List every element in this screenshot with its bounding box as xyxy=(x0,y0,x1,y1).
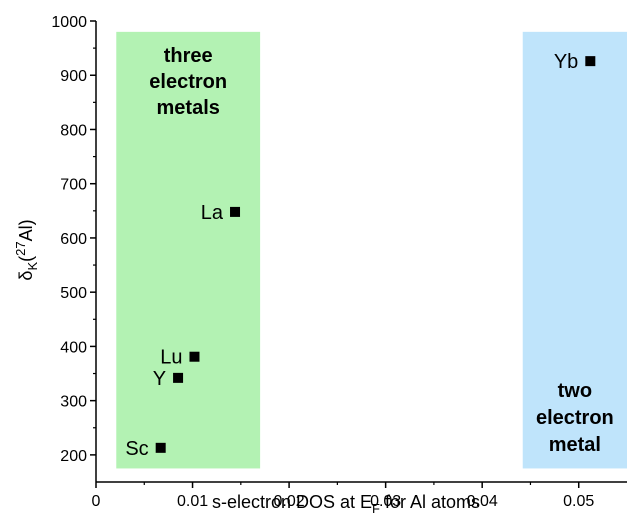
y-axis-title-sup: 27 xyxy=(13,241,28,255)
y-tick-label-1: 300 xyxy=(60,394,87,411)
x-tick-label-2: 0.02 xyxy=(274,493,305,510)
x-tick-label-3: 0.03 xyxy=(370,493,401,510)
y-axis-title-delta: δ xyxy=(16,271,36,281)
x-axis-title-rest: for Al atoms xyxy=(380,492,480,512)
axes-layer: 200 300 400 500 600 700 800 900 1000 0 0.01 0.02 0.0… xyxy=(51,14,627,510)
regions-layer: three electron metals two electron metal xyxy=(116,31,627,469)
region-label-1-2: metal xyxy=(549,434,601,456)
region-band-1 xyxy=(522,31,627,469)
data-point-lu xyxy=(189,351,200,362)
region-label-0-0: three xyxy=(164,45,213,67)
y-axis-title-sub: K xyxy=(25,262,40,271)
x-axis-title: s-electron DOS at EF for Al atoms xyxy=(212,492,480,516)
x-axis-title-main: s-electron DOS at E xyxy=(212,492,372,512)
data-point-y xyxy=(173,372,184,383)
y-tick-label-7: 900 xyxy=(60,68,87,85)
data-point-sc xyxy=(155,442,166,453)
y-tick-label-5: 700 xyxy=(60,177,87,194)
region-label-0-2: metals xyxy=(157,97,220,119)
point-label-lu: Lu xyxy=(160,347,182,369)
data-point-yb xyxy=(585,56,596,67)
region-label-0-1: electron xyxy=(149,71,227,93)
y-axis-title-al: Al) xyxy=(16,219,36,241)
y-tick-label-4: 600 xyxy=(60,231,87,248)
x-tick-label-5: 0.05 xyxy=(563,493,594,510)
y-tick-label-2: 400 xyxy=(60,339,87,356)
data-point-la xyxy=(230,206,241,217)
y-tick-label-0: 200 xyxy=(60,448,87,465)
x-axis-title-sub: F xyxy=(372,501,380,516)
y-tick-label-8: 1000 xyxy=(51,14,87,31)
y-tick-label-3: 500 xyxy=(60,285,87,302)
points-layer: Sc YLu La Yb xyxy=(125,51,596,460)
region-label-1-0: two xyxy=(558,380,592,402)
x-tick-label-0: 0 xyxy=(92,493,101,510)
y-axis-title-open: ( xyxy=(16,256,36,262)
point-label-yb: Yb xyxy=(554,51,578,73)
x-tick-label-1: 0.01 xyxy=(177,493,208,510)
y-tick-label-6: 800 xyxy=(60,122,87,139)
point-label-la: La xyxy=(201,202,224,224)
x-tick-label-4: 0.04 xyxy=(467,493,498,510)
y-axis-title: δK(27Al) xyxy=(13,219,40,280)
point-label-sc: Sc xyxy=(125,438,148,460)
region-band-0 xyxy=(116,31,261,469)
region-label-1-1: electron xyxy=(536,407,614,429)
point-label-y: Y xyxy=(153,368,166,390)
